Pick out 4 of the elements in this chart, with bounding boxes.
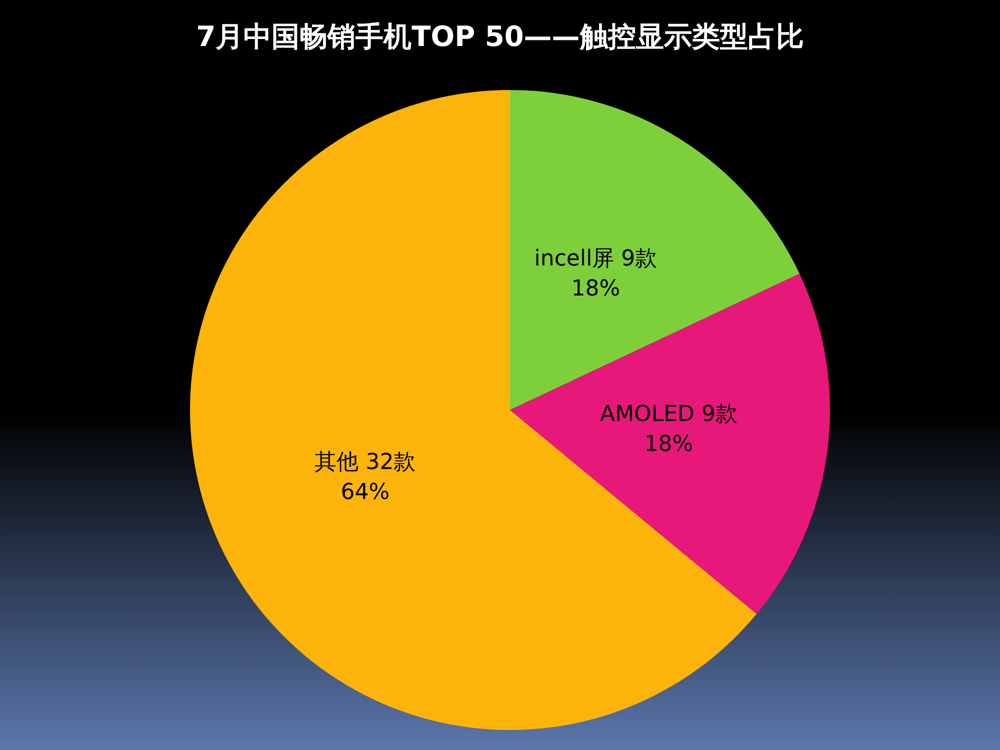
slice-label: 其他 32款 64% bbox=[314, 450, 416, 505]
chart-title: 7月中国畅销手机TOP 50——触控显示类型占比 bbox=[195, 19, 805, 55]
slice-label: AMOLED 9款 18% bbox=[600, 402, 738, 457]
slice-label: incell屏 9款 18% bbox=[534, 246, 658, 302]
